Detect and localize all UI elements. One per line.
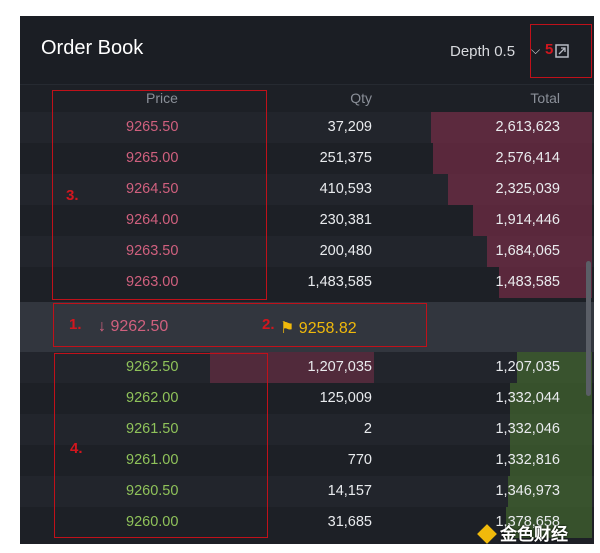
bid-qty: 31,685 [327,514,372,530]
ask-total: 1,914,446 [495,212,560,228]
order-book-title: Order Book [41,37,144,59]
watermark-logo-icon [477,524,497,544]
column-headers: Price Qty Total [20,90,594,110]
ask-row[interactable]: 9265.50 37,209 2,613,623 [20,112,594,143]
bid-depth-bar [517,352,592,383]
column-qty: Qty [350,90,372,106]
bid-depth-bar [510,445,592,476]
annotation-label-1: 1. [69,316,82,333]
annotation-box-mid-price [53,303,427,347]
annotation-box-bid-prices [54,353,268,538]
bid-total: 1,332,046 [495,421,560,437]
ask-depth-bar [473,205,592,236]
last-price: ↓ 9262.50 [98,318,168,336]
mid-price-bar: ↓ 9262.50 ⚑ 9258.82 [20,302,594,352]
ask-price: 9265.00 [126,150,179,166]
bid-row[interactable]: 9262.50 1,207,035 1,207,035 [20,352,594,383]
bid-price: 9260.50 [126,483,179,499]
ask-price: 9264.50 [126,181,179,197]
ask-price: 9265.50 [126,119,179,135]
bid-qty: 14,157 [327,483,372,499]
ask-total: 1,684,065 [495,243,560,259]
ask-qty: 410,593 [319,181,372,197]
bid-depth-bar [508,476,592,507]
order-book-header: Order Book Depth 0.5 ⌵ [20,16,594,85]
ask-total: 2,613,623 [495,119,560,135]
bid-row[interactable]: 9260.50 14,157 1,346,973 [20,476,594,507]
bid-price: 9261.50 [126,421,179,437]
bid-price: 9260.00 [126,514,179,530]
bid-total: 1,207,035 [495,359,560,375]
ask-row[interactable]: 9264.00 230,381 1,914,446 [20,205,594,236]
scrollbar[interactable] [586,261,591,396]
bid-depth-bar [506,507,592,538]
ask-depth-bar [431,112,592,143]
column-total: Total [530,90,560,106]
annotation-label-4: 4. [70,440,83,457]
bid-qty: 1,207,035 [307,359,372,375]
ask-total: 2,325,039 [495,181,560,197]
ask-depth-bar [487,236,592,267]
qty-highlight-bar [210,352,374,383]
ask-qty: 230,381 [319,212,372,228]
ask-depth-bar [433,143,592,174]
ask-depth-bar [499,267,592,298]
annotation-box-price-column [52,90,267,300]
ask-price: 9264.00 [126,212,179,228]
bid-total: 1,346,973 [495,483,560,499]
bid-total: 1,378,658 [495,514,560,530]
ask-row[interactable]: 9263.50 200,480 1,684,065 [20,236,594,267]
bid-total: 1,332,044 [495,390,560,406]
bid-total: 1,332,816 [495,452,560,468]
bid-row[interactable]: 9262.00 125,009 1,332,044 [20,383,594,414]
depth-selector[interactable]: Depth 0.5 [450,43,516,60]
ask-depth-bar [448,174,592,205]
bid-price: 9261.00 [126,452,179,468]
column-price: Price [146,90,178,106]
bid-row[interactable]: 9261.50 2 1,332,046 [20,414,594,445]
arrow-down-icon: ↓ [98,318,106,335]
ask-qty: 251,375 [319,150,372,166]
ask-price: 9263.00 [126,274,179,290]
mark-price-value: 9258.82 [298,320,357,337]
ask-qty: 200,480 [319,243,372,259]
ask-qty: 1,483,585 [307,274,372,290]
order-book-panel: Order Book Depth 0.5 ⌵ Price Qty Total 9… [20,16,594,544]
bid-qty: 125,009 [319,390,372,406]
mark-price[interactable]: ⚑ 9258.82 [280,318,357,338]
ask-price: 9263.50 [126,243,179,259]
watermark: 金色财经 [477,520,568,545]
annotation-label-2: 2. [262,316,275,333]
annotation-label-5: 5 [545,41,554,58]
flag-icon: ⚑ [280,320,295,337]
bid-depth-bar [510,414,592,445]
chevron-down-icon[interactable]: ⌵ [531,43,541,57]
ask-qty: 37,209 [327,119,372,135]
bid-row[interactable]: 9260.00 31,685 1,378,658 [20,507,594,538]
bid-qty: 2 [363,421,372,437]
ask-row[interactable]: 9264.50 410,593 2,325,039 [20,174,594,205]
bid-price: 9262.50 [126,359,179,375]
ask-row[interactable]: 9263.00 1,483,585 1,483,585 [20,267,594,298]
bid-price: 9262.00 [126,390,179,406]
annotation-box-expand [530,24,592,78]
watermark-text: 金色财经 [500,525,568,544]
ask-total: 2,576,414 [495,150,560,166]
bid-row[interactable]: 9261.00 770 1,332,816 [20,445,594,476]
annotation-label-3: 3. [66,187,79,204]
bid-depth-bar [510,383,592,414]
ask-row[interactable]: 9265.00 251,375 2,576,414 [20,143,594,174]
last-price-value: 9262.50 [110,318,169,335]
bid-qty: 770 [347,452,372,468]
ask-total: 1,483,585 [495,274,560,290]
expand-icon[interactable] [555,44,569,58]
